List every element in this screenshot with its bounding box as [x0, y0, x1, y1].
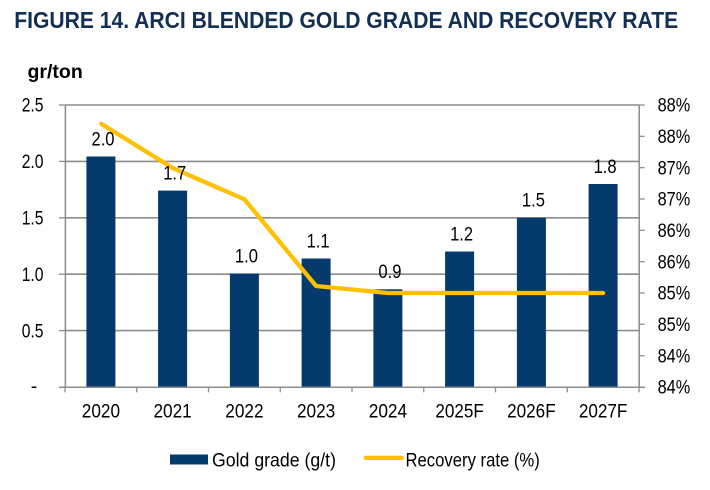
svg-text:2.0: 2.0	[92, 128, 115, 150]
svg-text:2026F: 2026F	[507, 401, 556, 423]
svg-text:2021: 2021	[153, 401, 191, 423]
svg-text:1.5: 1.5	[522, 190, 545, 212]
svg-text:2023: 2023	[297, 401, 335, 423]
svg-text:2022: 2022	[225, 401, 263, 423]
svg-text:88%: 88%	[658, 95, 691, 117]
svg-text:1.2: 1.2	[450, 223, 473, 245]
svg-text:gr/ton: gr/ton	[28, 61, 83, 83]
svg-text:85%: 85%	[658, 314, 691, 336]
svg-text:86%: 86%	[658, 220, 691, 242]
svg-text:Recovery rate (%): Recovery rate (%)	[406, 449, 540, 471]
svg-text:1.5: 1.5	[22, 208, 44, 230]
svg-text:2025F: 2025F	[435, 401, 484, 423]
svg-text:0.9: 0.9	[378, 261, 401, 283]
svg-text:2.5: 2.5	[22, 95, 44, 117]
svg-text:88%: 88%	[658, 126, 691, 148]
svg-text:87%: 87%	[658, 189, 691, 211]
svg-text:2020: 2020	[82, 401, 120, 423]
svg-text:84%: 84%	[658, 377, 691, 399]
svg-text:2024: 2024	[369, 401, 407, 423]
svg-text:-: -	[31, 376, 38, 398]
svg-text:1.8: 1.8	[594, 156, 617, 178]
svg-text:87%: 87%	[658, 157, 691, 179]
svg-text:1.7: 1.7	[163, 163, 186, 185]
svg-text:FIGURE 14. ARCI BLENDED GOLD G: FIGURE 14. ARCI BLENDED GOLD GRADE AND R…	[14, 7, 678, 33]
svg-text:1.0: 1.0	[235, 246, 258, 268]
svg-text:85%: 85%	[658, 283, 691, 305]
svg-text:2027F: 2027F	[579, 401, 628, 423]
svg-text:86%: 86%	[658, 251, 691, 273]
svg-text:1.1: 1.1	[307, 230, 330, 252]
svg-text:2.0: 2.0	[22, 151, 44, 173]
svg-text:0.5: 0.5	[22, 320, 44, 342]
svg-text:84%: 84%	[658, 345, 691, 367]
svg-text:1.0: 1.0	[22, 264, 44, 286]
svg-text:Gold grade (g/t): Gold grade (g/t)	[212, 449, 336, 471]
